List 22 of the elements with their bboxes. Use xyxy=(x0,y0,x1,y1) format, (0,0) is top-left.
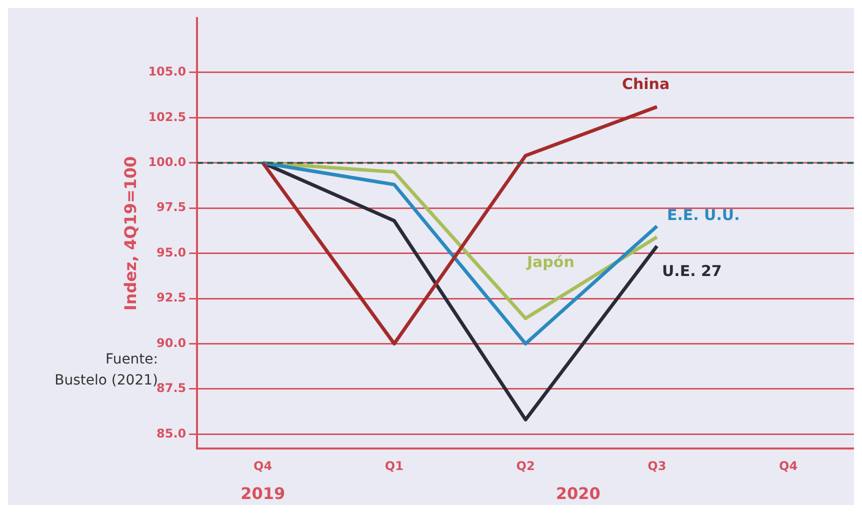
y-axis-title: Indez, 4Q19=100 xyxy=(120,156,140,311)
series-label: Japón xyxy=(526,253,574,272)
x-tick-label: Q4 xyxy=(254,458,272,473)
y-tick-label: 92.5 xyxy=(156,290,186,305)
y-tick-label: 105.0 xyxy=(148,64,186,79)
series-label: U.E. 27 xyxy=(662,262,722,280)
y-tick-label: 85.0 xyxy=(156,426,186,440)
x-tick-label: Q4 xyxy=(779,458,798,473)
series-label: E.E. U.U. xyxy=(666,206,740,224)
source-note: Fuente: Bustelo (2021) xyxy=(54,352,158,389)
x-tick-label: Q3 xyxy=(648,458,666,473)
y-tick-label: 87.5 xyxy=(156,381,186,396)
x-tick-label: Q1 xyxy=(384,458,404,473)
series-label: China xyxy=(622,74,670,93)
y-tick-label: 95.0 xyxy=(156,245,186,260)
text: 2020 xyxy=(556,484,600,503)
y-tick-label: 100.0 xyxy=(148,154,186,169)
y-tick-label: 102.5 xyxy=(148,110,186,124)
y-tick-label: 97.5 xyxy=(156,200,186,214)
y-tick-label: 90.0 xyxy=(156,336,186,350)
x-tick-label: Q2 xyxy=(516,458,535,473)
text: 2019 xyxy=(240,484,286,503)
